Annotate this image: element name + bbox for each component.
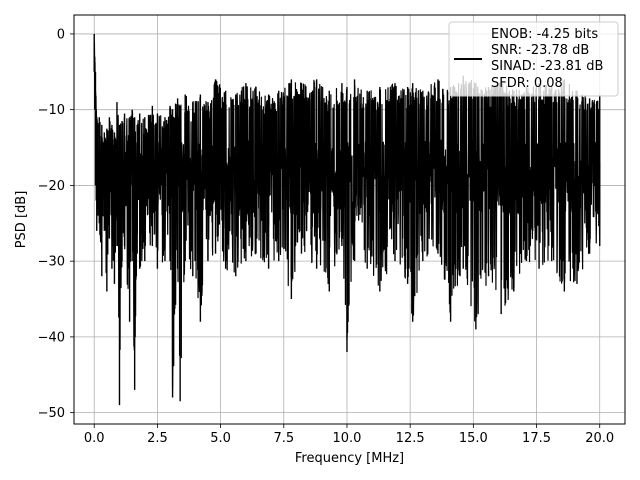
x-tick-label: 10.0 bbox=[332, 431, 361, 446]
y-tick-label: −40 bbox=[38, 330, 65, 345]
x-tick-label: 5.0 bbox=[210, 431, 231, 446]
legend-sinad: SINAD: -23.81 dB bbox=[491, 59, 603, 74]
x-tick-label: 15.0 bbox=[459, 431, 488, 446]
y-axis-label: PSD [dB] bbox=[14, 191, 29, 249]
legend-snr: SNR: -23.78 dB bbox=[491, 43, 589, 58]
x-tick-label: 0.0 bbox=[84, 431, 105, 446]
x-tick-label: 17.5 bbox=[522, 431, 551, 446]
y-axis-ticks: 0 −10 −20 −30 −40 −50 bbox=[38, 27, 74, 421]
legend: ENOB: -4.25 bits SNR: -23.78 dB SINAD: -… bbox=[448, 21, 619, 97]
x-axis-ticks: 0.0 2.5 5.0 7.5 10.0 12.5 15.0 17.5 20.0 bbox=[84, 424, 614, 446]
x-tick-label: 2.5 bbox=[147, 431, 168, 446]
plot-frame bbox=[73, 14, 626, 425]
legend-enob: ENOB: -4.25 bits bbox=[491, 27, 598, 42]
x-tick-label: 12.5 bbox=[396, 431, 425, 446]
legend-box bbox=[448, 21, 619, 97]
x-tick-label: 7.5 bbox=[273, 431, 294, 446]
y-tick-label: −50 bbox=[38, 406, 65, 421]
y-tick-label: 0 bbox=[57, 27, 65, 42]
y-tick-label: −30 bbox=[38, 255, 65, 270]
x-axis-label: Frequency [MHz] bbox=[295, 451, 404, 466]
x-tick-label: 20.0 bbox=[585, 431, 614, 446]
y-tick-label: −10 bbox=[38, 103, 65, 118]
psd-trace bbox=[93, 33, 601, 406]
y-tick-label: −20 bbox=[38, 179, 65, 194]
legend-sfdr: SFDR: 0.08 bbox=[491, 76, 563, 91]
